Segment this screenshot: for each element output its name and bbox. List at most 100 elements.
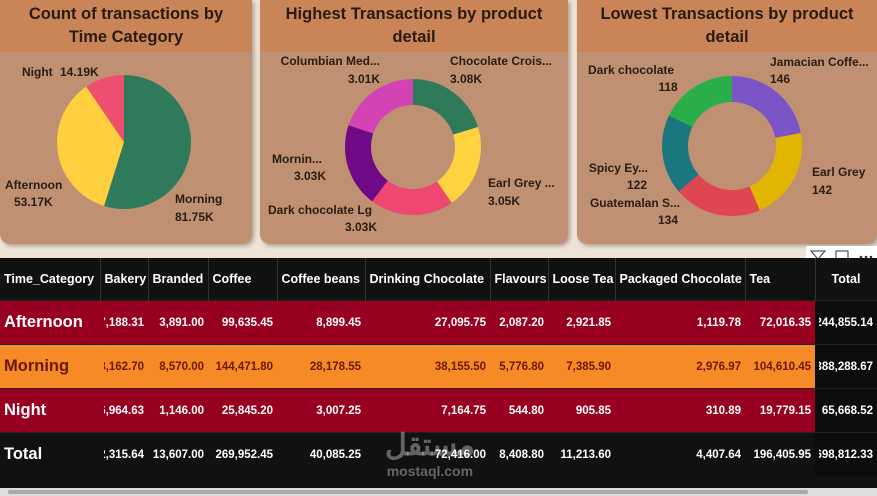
cell-text: 6,964.63 bbox=[104, 404, 144, 417]
cell: 269,952.45 bbox=[208, 432, 277, 476]
cell-text: 310.89 bbox=[705, 404, 741, 417]
cell-text: 72,416.00 bbox=[434, 448, 486, 461]
cell: 28,178.55 bbox=[277, 344, 365, 389]
slice-label: Spicy Ey... bbox=[589, 161, 648, 175]
column-header: Flavours bbox=[490, 258, 549, 301]
cell-text: 388,288.67 bbox=[819, 360, 873, 373]
cell-text: 27,095.75 bbox=[434, 316, 486, 329]
cell-text: Afternoon bbox=[4, 313, 83, 331]
scroll-thumb[interactable] bbox=[8, 490, 808, 494]
slice-value: 142 bbox=[812, 183, 832, 197]
slice-value: 81.75K bbox=[175, 210, 214, 224]
watermark: مستقل mostaql.com bbox=[385, 428, 475, 479]
cell: 72,016.35 bbox=[745, 300, 815, 345]
cell: 4,407.64 bbox=[615, 432, 745, 476]
column-header: Loose Tea bbox=[548, 258, 616, 301]
cell: 244,855.14 bbox=[815, 300, 877, 345]
cell: 2,976.97 bbox=[615, 344, 745, 389]
cell: 7,164.75 bbox=[365, 388, 490, 433]
slice-label: Night bbox=[22, 65, 53, 79]
slice bbox=[372, 180, 452, 215]
slice bbox=[661, 115, 699, 192]
slice-label: Dark chocolate Lg bbox=[268, 203, 372, 217]
cell: 2,087.20 bbox=[490, 300, 548, 345]
column-header: Coffee bbox=[208, 258, 278, 301]
row-label: Night bbox=[0, 388, 100, 433]
cell-text: 3,891.00 bbox=[159, 316, 204, 329]
slice-value: 146 bbox=[770, 72, 790, 86]
slice bbox=[413, 79, 479, 135]
slice bbox=[678, 174, 760, 216]
scrollbar[interactable] bbox=[0, 488, 877, 496]
data-row: Morning 48,162.70 8,570.00 144,471.80 28,178… bbox=[0, 344, 877, 389]
cell-text: 7,385.90 bbox=[566, 360, 611, 373]
cell: 7,385.90 bbox=[548, 344, 615, 389]
column-header: Drinking Chocolate bbox=[365, 258, 491, 301]
cell: 65,668.52 bbox=[815, 388, 877, 433]
charts: Morning 81.75K Afternoon 53.17K Night 14.19K C… bbox=[5, 54, 869, 234]
data-row: Total 82,315.64 13,607.00 269,952.45 40,085.… bbox=[0, 432, 877, 476]
cell: 82,315.64 bbox=[100, 432, 148, 476]
row-label: Afternoon bbox=[0, 300, 100, 345]
cell: 25,845.20 bbox=[208, 388, 277, 433]
cell-text: Night bbox=[4, 401, 47, 419]
slice-label: Dark chocolate bbox=[588, 63, 674, 77]
column-header: Coffee beans bbox=[277, 258, 366, 301]
cell-text: 2,087.20 bbox=[499, 316, 544, 329]
more-icon bbox=[869, 255, 873, 259]
slice bbox=[436, 127, 481, 203]
cell: 8,899.45 bbox=[277, 300, 365, 345]
slice-value: 3.03K bbox=[345, 220, 377, 234]
cell: 11,213.60 bbox=[548, 432, 615, 476]
slice bbox=[103, 75, 192, 210]
cell-text: 2,976.97 bbox=[696, 360, 741, 373]
more-icon bbox=[864, 255, 868, 259]
cell: 72,416.00 bbox=[365, 432, 490, 476]
cell-text: 8,570.00 bbox=[159, 360, 204, 373]
cell-text: 28,178.55 bbox=[309, 360, 361, 373]
cell: 2,921.85 bbox=[548, 300, 615, 345]
cell-text: 65,668.52 bbox=[821, 404, 873, 417]
slice-value: 118 bbox=[658, 80, 678, 94]
cell: 388,288.67 bbox=[815, 344, 877, 389]
cell: 905.85 bbox=[548, 388, 615, 433]
column-header: Bakery bbox=[100, 258, 149, 301]
cell: 310.89 bbox=[615, 388, 745, 433]
cell-text: 4,407.64 bbox=[696, 448, 741, 461]
slice-label: Earl Grey bbox=[812, 165, 866, 179]
slice bbox=[732, 76, 801, 138]
slice-label: Afternoon bbox=[5, 178, 62, 192]
card-title: Count of transactions by Time Category bbox=[0, 0, 252, 52]
cell: 544.80 bbox=[490, 388, 548, 433]
cell-text: 544.80 bbox=[508, 404, 544, 417]
cell-text: 99,635.45 bbox=[221, 316, 273, 329]
watermark-site: mostaql.com bbox=[386, 463, 474, 479]
cell-text: 144,471.80 bbox=[215, 360, 273, 373]
slice-label: Chocolate Crois... bbox=[450, 54, 552, 68]
cell: 8,408.80 bbox=[490, 432, 548, 476]
cell: 698,812.33 bbox=[815, 432, 877, 476]
more-icon[interactable] bbox=[859, 255, 863, 259]
cell: 144,471.80 bbox=[208, 344, 277, 389]
cell-text: 38,155.50 bbox=[434, 360, 486, 373]
slice bbox=[57, 86, 124, 206]
cell-text: 8,899.45 bbox=[316, 316, 361, 329]
slice-label: Earl Grey ... bbox=[488, 176, 555, 190]
cell-text: 104,610.45 bbox=[753, 360, 811, 373]
cell: 1,119.78 bbox=[615, 300, 745, 345]
slice-label: Mornin... bbox=[272, 152, 322, 166]
column-header: Packaged Chocolate bbox=[615, 258, 746, 301]
cell-text: 7,164.75 bbox=[441, 404, 486, 417]
cell-text: Total bbox=[4, 445, 43, 463]
column-header: Tea bbox=[745, 258, 816, 301]
cell-text: 3,007.25 bbox=[316, 404, 361, 417]
cell-text: 905.85 bbox=[575, 404, 611, 417]
cell: 5,776.80 bbox=[490, 344, 548, 389]
slice-value: 53.17K bbox=[14, 195, 53, 209]
slice-label: Jamacian Coffe... bbox=[770, 55, 869, 69]
cell-text: 1,119.78 bbox=[696, 316, 741, 329]
matrix: Time_Category Bakery Branded Coffee Coffee b… bbox=[0, 258, 877, 488]
cell-text: 2,921.85 bbox=[566, 316, 611, 329]
slice bbox=[668, 76, 732, 127]
column-header: Branded bbox=[148, 258, 209, 301]
